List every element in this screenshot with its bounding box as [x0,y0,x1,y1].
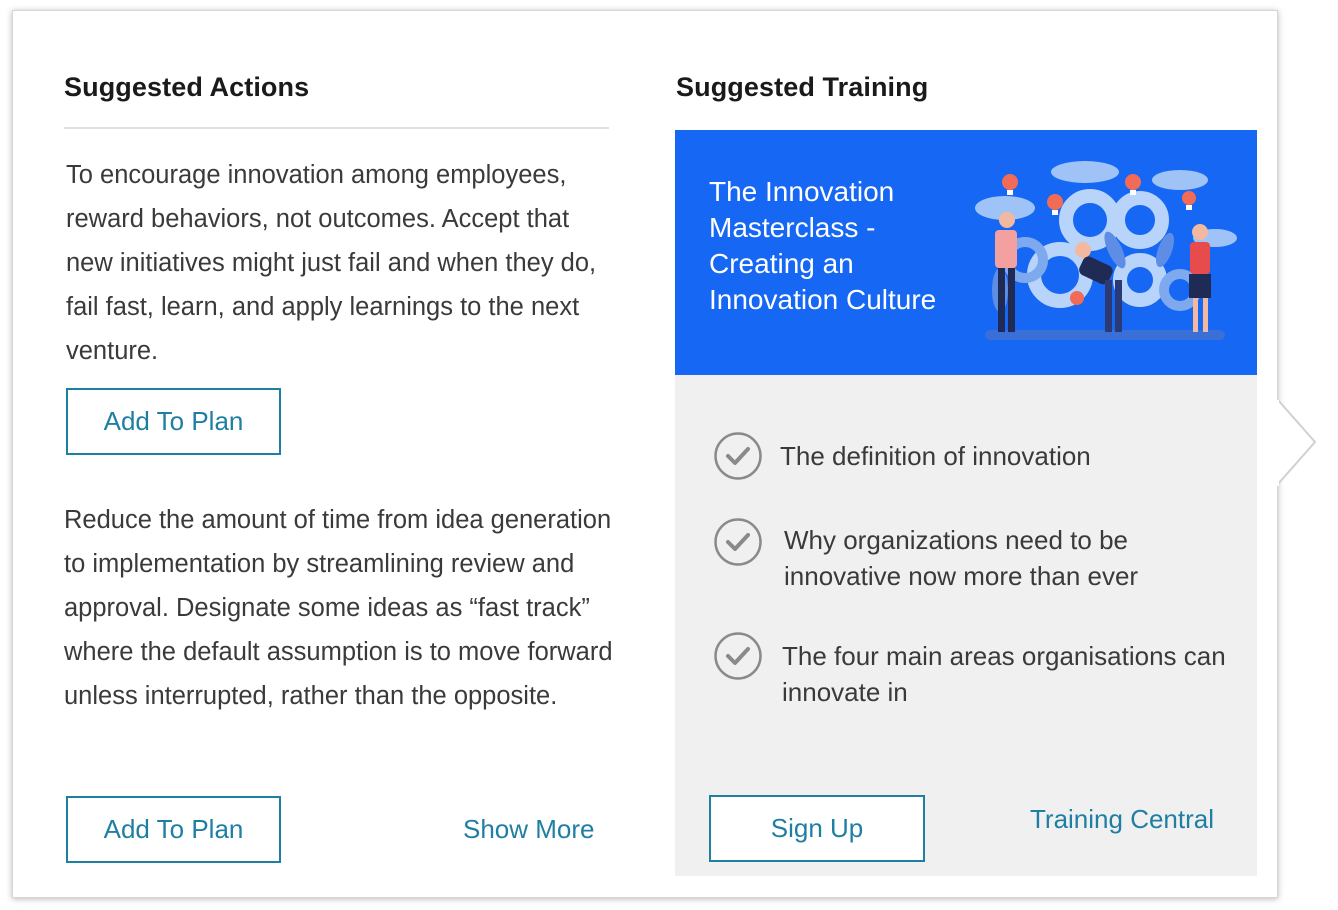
action-description-1: To encourage innovation among employees,… [66,161,597,365]
suggested-actions-title: Suggested Actions [64,72,310,102]
action-description-2: Reduce the amount of time from idea gene… [64,506,613,710]
section-divider [64,127,609,129]
show-more-link[interactable]: Show More [463,814,595,844]
add-to-plan-button-1[interactable]: Add To Plan [66,388,281,455]
course-title: The Innovation Masterclass - Creating an… [709,176,937,315]
training-bullet-item: Why organizations need to be innovative … [714,518,1224,594]
check-circle-icon [714,632,762,680]
course-banner[interactable]: The Innovation Masterclass - Creating an… [675,130,1257,375]
bullet-text: The definition of innovation [780,441,1091,471]
check-circle-icon [714,518,762,566]
training-central-link[interactable]: Training Central [1030,804,1215,834]
check-circle-icon [714,432,762,480]
training-bullet-item: The definition of innovation [714,432,1220,480]
sign-up-button[interactable]: Sign Up [709,795,925,862]
bullet-text: Why organizations need to be innovative … [784,525,1139,591]
innovation-gears-illustration-icon [965,150,1245,365]
training-bullet-item: The four main areas organisations can in… [714,632,1232,710]
bullet-text: The four main areas organisations can in… [782,641,1226,707]
suggested-training-title: Suggested Training [676,72,929,102]
add-to-plan-button-2[interactable]: Add To Plan [66,796,281,863]
